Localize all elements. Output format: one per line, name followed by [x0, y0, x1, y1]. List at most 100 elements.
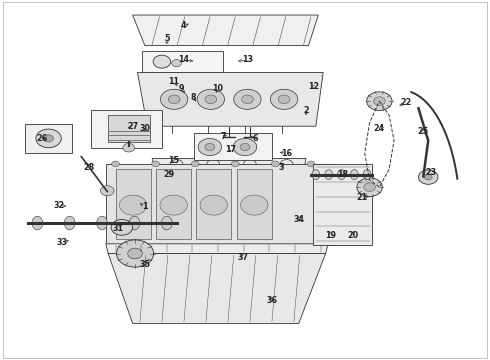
FancyBboxPatch shape — [194, 134, 272, 160]
Text: 31: 31 — [113, 224, 123, 233]
Text: 7: 7 — [220, 132, 226, 141]
Text: 3: 3 — [279, 163, 284, 172]
Text: 25: 25 — [418, 127, 429, 136]
Text: 11: 11 — [169, 77, 180, 86]
Text: 30: 30 — [139, 123, 150, 132]
Circle shape — [424, 174, 432, 180]
Polygon shape — [152, 158, 306, 170]
Circle shape — [373, 97, 385, 105]
Text: 10: 10 — [213, 84, 223, 93]
Circle shape — [152, 161, 159, 167]
Circle shape — [270, 89, 298, 109]
Text: 14: 14 — [178, 55, 190, 64]
Ellipse shape — [363, 170, 371, 180]
Text: 23: 23 — [425, 168, 436, 177]
Text: 22: 22 — [401, 98, 412, 107]
Ellipse shape — [97, 216, 107, 230]
Ellipse shape — [32, 216, 43, 230]
Text: 33: 33 — [56, 238, 67, 247]
Circle shape — [168, 95, 180, 104]
Polygon shape — [314, 164, 372, 244]
Polygon shape — [116, 169, 151, 239]
Text: 13: 13 — [242, 55, 253, 64]
Text: 26: 26 — [37, 134, 48, 143]
Circle shape — [172, 59, 181, 67]
Ellipse shape — [350, 170, 358, 180]
Text: 24: 24 — [374, 123, 385, 132]
Ellipse shape — [312, 170, 320, 180]
Text: 21: 21 — [357, 193, 368, 202]
Circle shape — [197, 89, 224, 109]
Circle shape — [271, 161, 279, 167]
Circle shape — [100, 186, 114, 196]
Circle shape — [117, 240, 154, 267]
Text: 9: 9 — [179, 84, 184, 93]
Circle shape — [112, 161, 120, 167]
Text: 36: 36 — [267, 296, 277, 305]
Circle shape — [205, 143, 215, 150]
Circle shape — [191, 161, 199, 167]
Circle shape — [364, 183, 375, 192]
Polygon shape — [108, 253, 326, 323]
Circle shape — [278, 95, 290, 104]
Circle shape — [123, 143, 135, 152]
Circle shape — [200, 195, 227, 215]
Circle shape — [240, 143, 250, 150]
Polygon shape — [196, 169, 231, 239]
Polygon shape — [156, 169, 191, 239]
Text: 6: 6 — [252, 134, 258, 143]
Text: 15: 15 — [169, 156, 180, 165]
Text: 5: 5 — [164, 34, 170, 43]
Text: 17: 17 — [225, 145, 236, 154]
Text: 28: 28 — [83, 163, 94, 172]
Polygon shape — [133, 15, 318, 45]
Circle shape — [205, 95, 217, 104]
Circle shape — [44, 135, 53, 142]
Text: 18: 18 — [337, 170, 348, 179]
Circle shape — [120, 195, 147, 215]
Text: 32: 32 — [54, 201, 65, 210]
Ellipse shape — [325, 170, 333, 180]
Text: 37: 37 — [237, 253, 248, 262]
Circle shape — [418, 170, 438, 184]
Text: 19: 19 — [325, 231, 336, 240]
Circle shape — [153, 55, 171, 68]
Ellipse shape — [64, 216, 75, 230]
Ellipse shape — [129, 216, 140, 230]
Text: 29: 29 — [164, 170, 175, 179]
Polygon shape — [237, 169, 272, 239]
Text: 12: 12 — [308, 82, 319, 91]
Circle shape — [241, 195, 268, 215]
Text: 20: 20 — [347, 231, 358, 240]
Circle shape — [367, 92, 392, 111]
Circle shape — [307, 161, 315, 167]
Circle shape — [111, 220, 133, 235]
Text: 34: 34 — [293, 215, 304, 224]
Circle shape — [198, 138, 221, 156]
Circle shape — [128, 248, 143, 259]
Circle shape — [357, 178, 382, 197]
Circle shape — [231, 161, 239, 167]
Circle shape — [242, 95, 253, 104]
Text: 2: 2 — [303, 105, 309, 114]
Text: 1: 1 — [142, 202, 147, 211]
Polygon shape — [108, 116, 150, 142]
Text: 16: 16 — [281, 149, 292, 158]
Circle shape — [233, 138, 257, 156]
Circle shape — [36, 129, 61, 148]
FancyBboxPatch shape — [143, 51, 223, 72]
FancyBboxPatch shape — [25, 124, 72, 153]
Text: 8: 8 — [191, 93, 196, 102]
Circle shape — [234, 89, 261, 109]
Text: 27: 27 — [127, 122, 138, 131]
Text: 35: 35 — [139, 260, 150, 269]
Text: 4: 4 — [181, 21, 187, 30]
FancyBboxPatch shape — [106, 164, 335, 244]
Polygon shape — [138, 72, 323, 126]
Polygon shape — [106, 244, 328, 253]
Circle shape — [160, 89, 188, 109]
Circle shape — [160, 195, 187, 215]
Ellipse shape — [338, 170, 345, 180]
Ellipse shape — [161, 216, 172, 230]
FancyBboxPatch shape — [91, 110, 162, 148]
